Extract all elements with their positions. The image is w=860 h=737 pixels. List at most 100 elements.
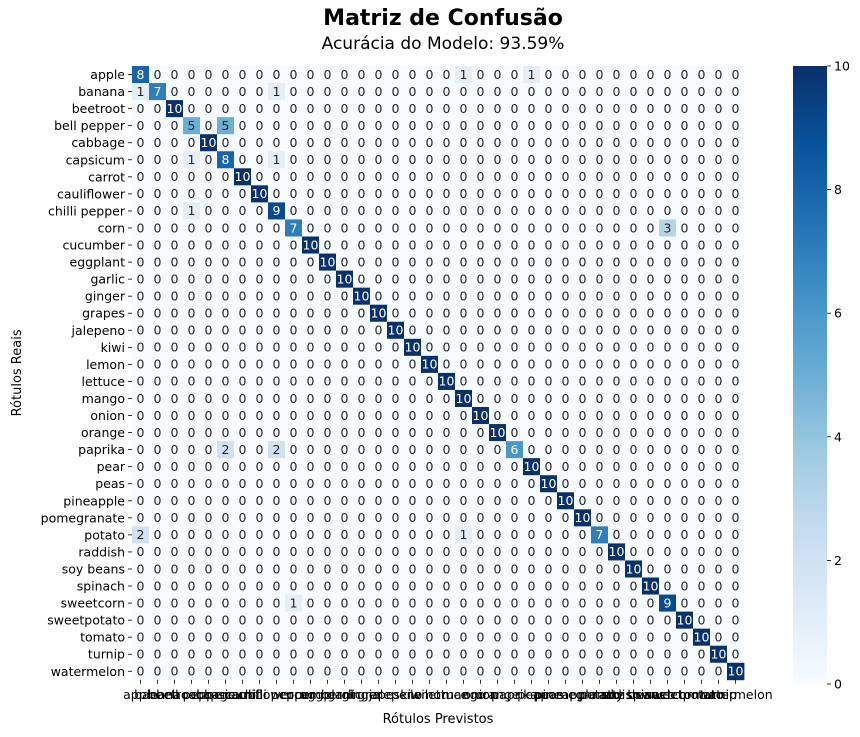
cell-value-label: 0	[375, 595, 383, 610]
cell-value-label: 0	[596, 152, 604, 167]
cell-value-label: 0	[732, 203, 740, 218]
cell-value-label: 0	[477, 527, 485, 542]
cell-value-label: 0	[426, 254, 434, 269]
cell-value-label: 0	[562, 203, 570, 218]
heatmap-cell	[591, 202, 609, 220]
heatmap-cell	[438, 202, 456, 220]
cell-value-label: 0	[154, 288, 162, 303]
cell-value-label: 0	[579, 629, 587, 644]
heatmap-cell	[234, 100, 252, 118]
heatmap-cell	[659, 304, 677, 323]
cell-value-label: 0	[545, 527, 553, 542]
heatmap-cell	[217, 168, 235, 186]
heatmap-cell	[200, 185, 218, 203]
cell-value-label: 0	[341, 629, 349, 644]
heatmap-cell	[642, 270, 660, 289]
heatmap-cell	[268, 202, 286, 220]
cell-value-label: 0	[545, 152, 553, 167]
cell-value-label: 0	[358, 237, 366, 252]
heatmap-cell	[659, 287, 677, 306]
cell-value-label: 0	[664, 186, 672, 201]
cell-value-label: 0	[443, 647, 451, 662]
heatmap-cell	[149, 253, 167, 271]
cell-value-label: 0	[188, 237, 196, 252]
heatmap-cell	[251, 151, 269, 169]
cell-value-label: 0	[222, 561, 230, 576]
heatmap-cell	[727, 100, 745, 118]
cell-value-label: 0	[188, 101, 196, 116]
cell-value-label: 0	[528, 84, 536, 99]
cell-value-label: 0	[188, 442, 196, 457]
cell-value-label: 0	[511, 271, 519, 286]
y-tick-label: orange	[81, 425, 125, 440]
cell-value-label: 8	[137, 67, 145, 82]
colorbar-tick-label: 0	[834, 677, 842, 692]
cell-value-label: 0	[409, 186, 417, 201]
cell-value-label: 0	[426, 203, 434, 218]
cell-value-label: 0	[664, 237, 672, 252]
cell-value-label: 0	[273, 357, 281, 372]
cell-value-label: 0	[307, 493, 315, 508]
cell-value-label: 0	[375, 527, 383, 542]
cell-value-label: 0	[290, 493, 298, 508]
cell-value-label: 0	[528, 527, 536, 542]
heatmap-cell	[608, 134, 626, 152]
heatmap-cell	[574, 236, 592, 254]
cell-value-label: 0	[647, 561, 655, 576]
cell-value-label: 0	[426, 476, 434, 491]
y-tick-label: corn	[98, 220, 125, 235]
cell-value-label: 0	[460, 84, 468, 99]
cell-value-label: 0	[188, 169, 196, 184]
heatmap-cell	[370, 304, 388, 323]
heatmap-cell	[608, 66, 626, 84]
cell-value-label: 0	[443, 476, 451, 491]
cell-value-label: 0	[528, 340, 536, 355]
cell-value-label: 0	[630, 510, 638, 525]
cell-value-label: 0	[681, 323, 689, 338]
y-tick-label: apple	[90, 67, 125, 82]
cell-value-label: 0	[528, 561, 536, 576]
cell-value-label: 0	[511, 408, 519, 423]
cell-value-label: 0	[664, 374, 672, 389]
y-tick-label: raddish	[78, 544, 125, 559]
cell-value-label: 0	[630, 391, 638, 406]
colorbar-tick-label: 2	[834, 553, 842, 568]
cell-value-label: 0	[290, 237, 298, 252]
heatmap-cell	[540, 321, 558, 340]
cell-value-label: 0	[222, 425, 230, 440]
cell-value-label: 0	[171, 237, 179, 252]
heatmap-cell	[489, 168, 507, 186]
cell-value-label: 0	[409, 118, 417, 133]
cell-value-label: 2	[222, 442, 230, 457]
heatmap-cell	[200, 83, 218, 101]
cell-value-label: 0	[681, 220, 689, 235]
cell-value-label: 0	[171, 664, 179, 679]
cell-value-label: 0	[290, 544, 298, 559]
heatmap-cell	[591, 151, 609, 169]
cell-value-label: 0	[698, 425, 706, 440]
cell-value-label: 0	[460, 237, 468, 252]
cell-value-label: 0	[715, 442, 723, 457]
heatmap-cell	[319, 304, 337, 323]
cell-value-label: 0	[307, 425, 315, 440]
cell-value-label: 0	[392, 476, 400, 491]
heatmap-cell	[319, 236, 337, 254]
cell-value-label: 0	[392, 612, 400, 627]
cell-value-label: 0	[732, 271, 740, 286]
cell-value-label: 0	[460, 254, 468, 269]
heatmap-cell	[472, 185, 490, 203]
heatmap-cell	[404, 117, 422, 135]
cell-value-label: 0	[562, 306, 570, 321]
cell-value-label: 10	[405, 340, 421, 355]
cell-value-label: 0	[239, 664, 247, 679]
heatmap-cell	[217, 66, 235, 84]
cell-value-label: 0	[171, 135, 179, 150]
heatmap-cell	[438, 219, 456, 237]
cell-value-label: 0	[341, 374, 349, 389]
y-tick-label: bell pepper	[54, 118, 126, 133]
cell-value-label: 10	[320, 254, 336, 269]
cell-value-label: 0	[562, 544, 570, 559]
heatmap-cell	[183, 253, 201, 271]
cell-value-label: 0	[732, 629, 740, 644]
